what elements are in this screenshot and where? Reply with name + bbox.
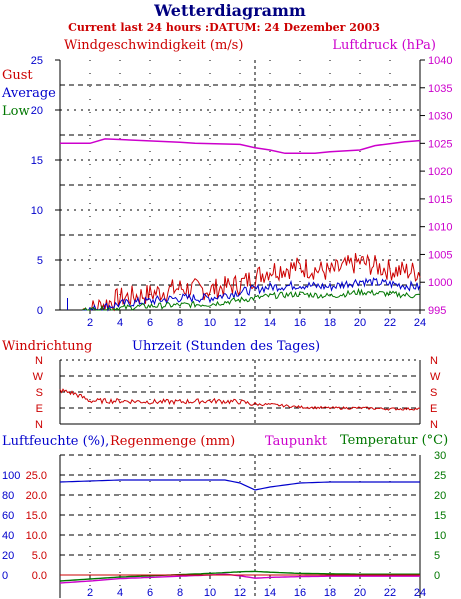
x-tick-label: 8 [177,317,183,329]
x-tick-label: 20 [354,317,366,329]
temperature-tick: 25 [434,470,446,482]
humidity-tick: 80 [2,490,14,502]
pressure-label: Luftdruck (hPa) [332,38,436,53]
humidity-tick: 0 [2,570,8,582]
chart-subtitle: Current last 24 hours :DATUM: 24 Dezembe… [68,21,380,34]
direction-tick-right: N [430,355,438,367]
direction-tick-left: E [36,403,43,415]
direction-tick-right: E [430,403,437,415]
direction-tick-right: W [430,371,441,383]
humidity-tick: 60 [2,510,14,522]
x-tick-label: 18 [324,587,336,599]
temperature-series [59,570,420,582]
rain-tick: 10.0 [26,530,47,542]
y-tick-right-label: 1030 [428,111,452,123]
x-tick-label: 6 [147,587,153,599]
humidity-label: Luftfeuchte (%), [2,434,109,449]
x-tick-label: 10 [204,587,216,599]
humidity-temperature-panel: 0 20 40 60 80 100 0.0 5.0 10.0 15.0 20.0 25.0 0 5 10 15… [2,450,446,599]
y-tick-right-label: 1000 [428,277,452,289]
legend-average: Average [1,86,56,101]
temperature-tick: 20 [434,490,446,502]
y-tick-right-label: 1015 [428,194,452,206]
temperature-tick: 5 [434,550,440,562]
x-tick-label: 14 [264,317,276,329]
wind-pressure-panel: 0510152025995100010051010101510201025103… [31,55,453,329]
humidity-series [59,479,420,491]
dewpoint-label: Taupunkt [265,434,328,449]
y-tick-right-label: 1005 [428,249,452,261]
x-tick-label: 2 [87,317,93,329]
temperature-tick: 15 [434,510,446,522]
rain-tick: 0.0 [32,570,47,582]
x-tick-label: 20 [354,587,366,599]
wind-direction-series [59,388,420,411]
humidity-tick: 20 [2,550,14,562]
y-tick-left-label: 25 [31,55,43,67]
x-tick-label: 6 [147,317,153,329]
x-tick-label: 22 [384,317,396,329]
y-tick-left-label: 10 [31,205,43,217]
chart-title: Wetterdiagramm [153,1,306,20]
direction-tick-right: N [430,419,438,431]
dewpoint-series [59,573,420,584]
wind-direction-panel: N NW WS SE EN N [33,355,441,431]
rain-tick: 15.0 [26,510,47,522]
y-tick-left-label: 15 [31,155,43,167]
x-tick-label: 12 [234,317,246,329]
y-tick-right-label: 1025 [428,138,452,150]
x-tick-label: 8 [177,587,183,599]
direction-tick-left: N [35,355,43,367]
wind-direction-label: Windrichtung [2,339,92,354]
x-tick-label: 14 [264,587,276,599]
temperature-tick: 0 [434,570,440,582]
temperature-tick: 10 [434,530,446,542]
x-tick-label: 2 [87,587,93,599]
direction-tick-left: S [36,387,43,399]
y-tick-right-label: 1040 [428,55,452,67]
temperature-tick: 30 [434,450,446,462]
wind-series-low [82,287,421,311]
wind-series-average [82,277,421,312]
x-tick-label: 22 [384,587,396,599]
x-tick-label: 4 [117,587,123,599]
legend-gust: Gust [2,68,33,83]
legend-low: Low [2,104,30,119]
x-tick-label: 24 [414,587,426,599]
rain-tick: 25.0 [26,470,47,482]
hours-axis-label: Uhrzeit (Stunden des Tages) [132,339,320,354]
rain-tick: 5.0 [32,550,47,562]
humidity-tick: 40 [2,530,14,542]
wind-speed-label: Windgeschwindigkeit (m/s) [64,38,243,53]
direction-tick-right: S [430,387,437,399]
pressure-series [60,138,421,155]
rain-tick: 20.0 [26,490,47,502]
y-tick-left-label: 5 [37,255,43,267]
x-tick-label: 12 [234,587,246,599]
direction-tick-left: W [33,371,44,383]
x-tick-label: 16 [294,317,306,329]
y-tick-right-label: 995 [428,305,446,317]
x-tick-label: 24 [414,317,426,329]
x-tick-label: 16 [294,587,306,599]
wind-series-gust [82,253,421,312]
x-tick-label: 10 [204,317,216,329]
y-tick-left-label: 20 [31,105,43,117]
x-tick-label: 18 [324,317,336,329]
humidity-tick: 100 [2,470,20,482]
y-tick-right-label: 1020 [428,166,452,178]
y-tick-right-label: 1035 [428,83,452,95]
temperature-label: Temperatur (°C) [340,433,448,448]
x-tick-label: 4 [117,317,123,329]
y-tick-right-label: 1010 [428,222,452,234]
direction-tick-left: N [35,419,43,431]
rain-label: Regenmenge (mm) [110,434,235,449]
y-tick-left-label: 0 [37,305,43,317]
